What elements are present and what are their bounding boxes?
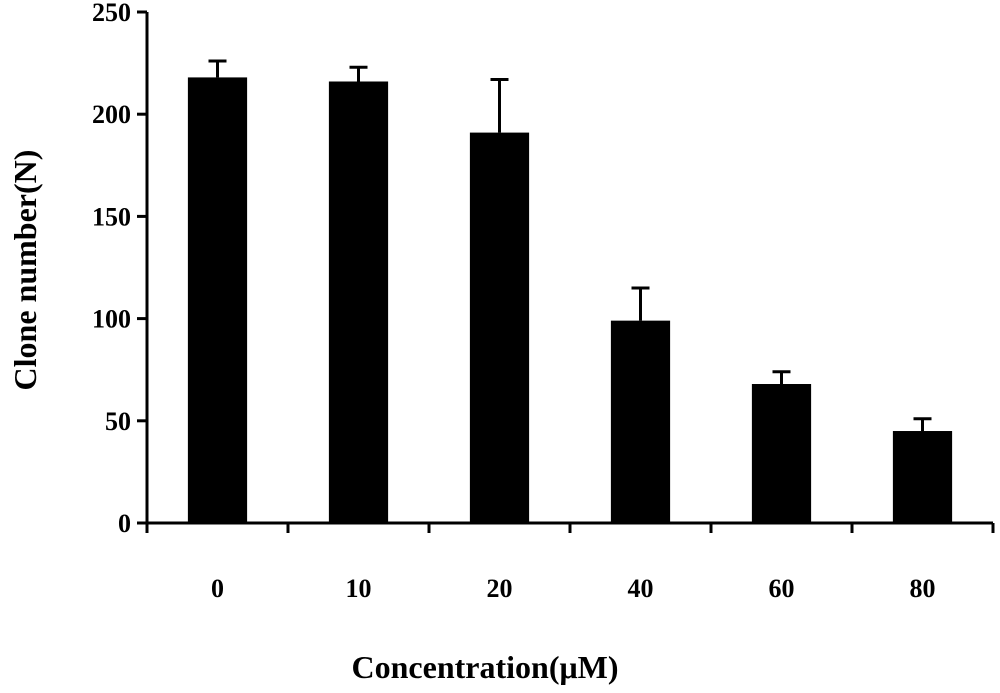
y-tick-label-250: 250 — [92, 0, 131, 27]
error-bars-layer — [208, 59, 932, 432]
x-tick-label-10: 10 — [346, 574, 372, 603]
bar-20 — [469, 132, 530, 523]
x-tick-label-20: 20 — [487, 574, 513, 603]
bar-10 — [328, 81, 389, 523]
axes-layer — [145, 12, 995, 533]
bar-80 — [892, 431, 953, 523]
y-tick-label-100: 100 — [92, 305, 131, 334]
x-tick-label-80: 80 — [910, 574, 936, 603]
bar-0 — [187, 77, 248, 524]
x-ticks-layer: 0 10 20 40 60 80 — [211, 574, 936, 603]
y-tick-label-200: 200 — [92, 100, 131, 129]
y-axis-title: Clone number(N) — [7, 150, 43, 391]
x-tick-label-0: 0 — [211, 574, 224, 603]
y-ticks-layer: 0 50 100 150 200 250 — [92, 0, 147, 538]
x-tick-label-40: 40 — [628, 574, 654, 603]
bars-layer — [187, 77, 953, 524]
y-tick-label-50: 50 — [105, 407, 131, 436]
y-tick-label-0: 0 — [118, 509, 131, 538]
x-tick-label-60: 60 — [769, 574, 795, 603]
bar-40 — [610, 320, 671, 523]
bar-60 — [751, 384, 812, 523]
x-axis-title: Concentration(μM) — [352, 649, 619, 685]
y-tick-label-150: 150 — [92, 202, 131, 231]
